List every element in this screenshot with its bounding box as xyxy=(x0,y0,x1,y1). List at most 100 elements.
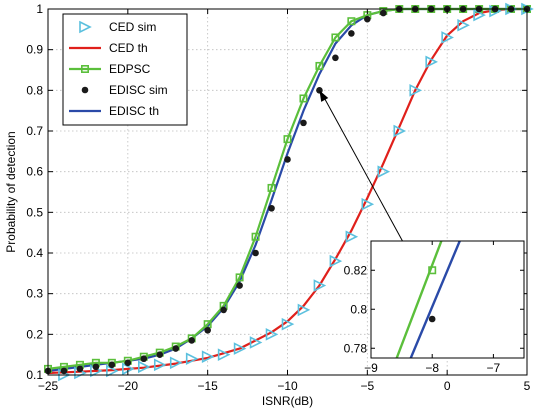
legend-item: CED th xyxy=(69,41,148,55)
data-point xyxy=(345,230,359,244)
data-point xyxy=(268,204,275,212)
y-tick-label: 0.3 xyxy=(26,287,43,301)
data-point xyxy=(138,360,151,374)
inset-x-tick-label: −7 xyxy=(487,361,501,375)
legend-label: CED th xyxy=(109,41,148,55)
data-point xyxy=(204,326,211,334)
data-point xyxy=(156,351,164,358)
data-point xyxy=(172,345,180,352)
legend-swatch-marker xyxy=(81,86,89,94)
data-point xyxy=(249,336,263,349)
legend-item: EDISC th xyxy=(69,104,159,118)
data-point xyxy=(283,135,292,144)
x-tick-label: −15 xyxy=(197,379,218,393)
legend-swatch-marker xyxy=(81,65,90,74)
main-ticks xyxy=(47,8,528,376)
inset-series xyxy=(395,241,461,358)
data-point xyxy=(252,249,259,257)
legend-item: EDISC sim xyxy=(81,83,168,97)
inset-x-tick-label: −8 xyxy=(425,361,439,375)
data-point xyxy=(297,303,311,317)
zoom-inset: −9 −8 −7 0.78 0.8 0.82 xyxy=(344,240,525,375)
data-point xyxy=(236,282,243,289)
y-axis-label: Probability of detection xyxy=(4,131,18,252)
legend-label: EDISC th xyxy=(109,104,159,118)
legend-swatch-marker xyxy=(79,20,92,34)
inset-frame xyxy=(370,240,525,359)
inset-x-tick-label: −9 xyxy=(364,361,378,375)
y-tick-label: 0.7 xyxy=(26,124,43,138)
main-series xyxy=(43,2,534,382)
series-edisc-sim xyxy=(44,5,531,375)
data-point xyxy=(364,15,371,23)
data-point xyxy=(348,30,355,37)
y-tick-label: 0.8 xyxy=(26,83,43,97)
data-point xyxy=(251,232,260,241)
x-tick-label: 0 xyxy=(444,379,451,393)
inset-series-line xyxy=(409,241,461,358)
data-point xyxy=(347,17,356,26)
data-point xyxy=(281,317,295,331)
legend-label: EDPSC xyxy=(109,62,151,76)
inset-data-point xyxy=(428,266,437,275)
inset-series-line xyxy=(395,241,443,358)
data-point xyxy=(409,84,423,97)
data-point xyxy=(299,94,308,103)
y-tick-label: 0.2 xyxy=(26,327,43,341)
inset-data-point xyxy=(428,315,436,323)
data-point xyxy=(361,197,375,211)
series-ced-sim xyxy=(58,2,534,382)
arrow-head xyxy=(319,90,329,102)
data-point xyxy=(473,8,486,22)
y-tick-label: 0.4 xyxy=(26,246,43,260)
data-point xyxy=(332,54,339,62)
x-tick-label: −20 xyxy=(118,379,139,393)
data-point xyxy=(265,328,279,341)
y-tick-label: 0.5 xyxy=(26,205,43,219)
y-tick-label: 1 xyxy=(36,2,43,16)
legend-item: CED sim xyxy=(79,20,156,34)
data-point xyxy=(76,365,84,373)
inset-y-tick-label: 0.78 xyxy=(344,341,368,355)
data-point xyxy=(60,367,68,375)
data-point xyxy=(300,119,307,127)
data-point xyxy=(106,364,119,378)
main-tick-labels: −25 −20 −15 −10 −5 0 5 0.1 0.2 0.3 0.4 0.5 0.6 0.7 0.8… xyxy=(26,2,530,393)
data-point xyxy=(235,273,244,282)
data-point xyxy=(220,306,227,314)
data-point xyxy=(201,350,215,363)
inset-y-tick-label: 0.82 xyxy=(344,263,368,277)
data-point xyxy=(140,355,148,363)
y-tick-label: 0.1 xyxy=(26,368,43,382)
data-point xyxy=(169,356,183,370)
y-tick-label: 0.6 xyxy=(26,165,43,179)
x-tick-label: −5 xyxy=(360,379,374,393)
data-point xyxy=(315,61,324,70)
data-point xyxy=(217,348,231,361)
legend-item: EDPSC xyxy=(69,62,151,76)
data-point xyxy=(124,359,132,367)
data-point xyxy=(108,361,116,369)
data-point xyxy=(393,124,407,138)
data-point xyxy=(267,183,276,192)
legend: CED sim CED th EDPSC EDISC sim EDISC th xyxy=(62,13,188,126)
legend-label: CED sim xyxy=(109,20,156,34)
inset-y-tick-label: 0.8 xyxy=(350,302,367,316)
data-point xyxy=(380,9,387,17)
data-point xyxy=(377,165,391,178)
data-point xyxy=(92,363,100,371)
x-tick-label: −10 xyxy=(277,379,298,393)
x-tick-label: 5 xyxy=(524,379,531,393)
data-point xyxy=(153,358,167,372)
data-point xyxy=(313,279,327,292)
x-tick-label: −25 xyxy=(38,379,59,393)
legend-label: EDISC sim xyxy=(109,83,168,97)
data-point xyxy=(329,254,343,268)
data-point xyxy=(284,156,291,163)
y-tick-label: 0.9 xyxy=(26,43,43,57)
data-point xyxy=(457,18,470,32)
data-point xyxy=(331,33,340,42)
data-point xyxy=(185,352,199,366)
data-point xyxy=(188,337,195,344)
x-axis-label: ISNR(dB) xyxy=(262,394,313,408)
